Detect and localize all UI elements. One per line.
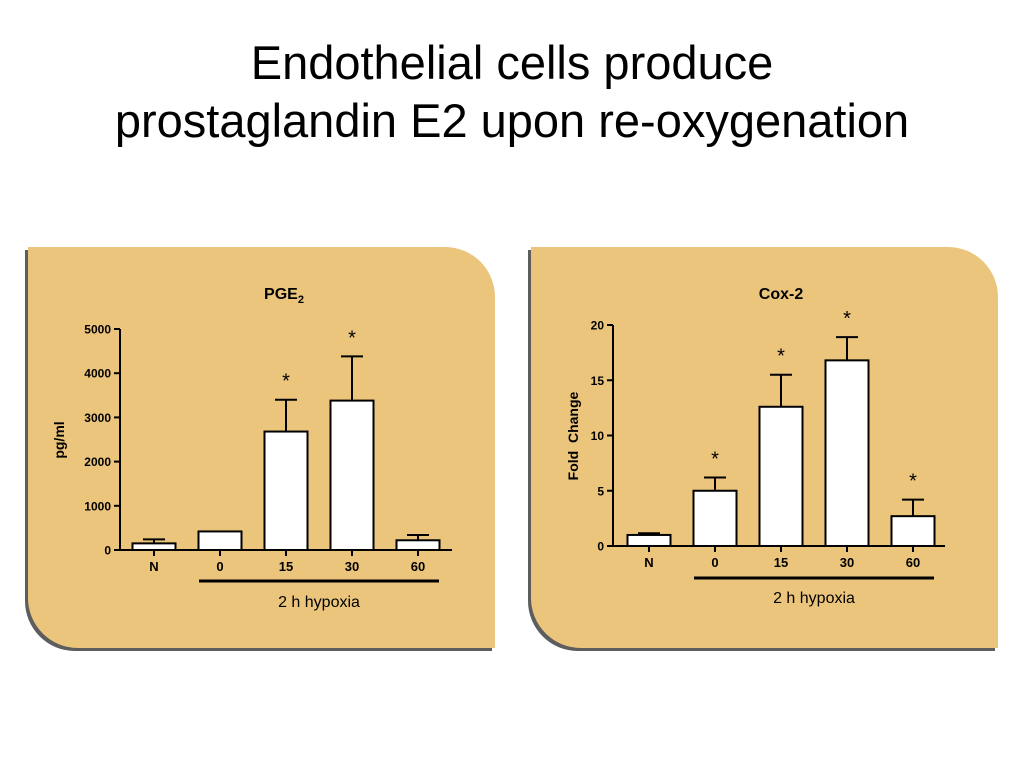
chart-title: PGE2 [264,286,304,306]
x-tick-label: 60 [411,559,425,574]
group-label: 2 h hypoxia [278,594,360,611]
bar [395,539,441,552]
chart-title: Cox-2 [759,286,804,303]
significance-star: * [711,448,719,470]
group-label: 2 h hypoxia [773,590,855,607]
bar [626,533,672,548]
x-tick-label: 15 [774,555,788,570]
bar [890,515,936,548]
x-tick-label: 15 [279,559,293,574]
y-tick-label: 4000 [84,367,111,381]
bar [692,489,738,547]
y-tick-label: 15 [591,374,605,388]
pge2-chart-panel: PGE2 0 1000 2000 3000 4000 5000 pg/ml N 0 15 * 30 * 60… [28,247,495,648]
significance-star: * [777,346,785,368]
pge2-bar-chart: PGE2 0 1000 2000 3000 4000 5000 pg/ml N 0 15 * 30 * 60… [51,286,452,611]
x-tick-label: N [149,559,158,574]
x-tick-label: 0 [711,555,718,570]
significance-star: * [348,327,356,349]
bar [197,530,243,552]
x-tick-label: N [644,555,653,570]
slide-title: Endothelial cells produce prostaglandin … [0,34,1024,150]
y-tick-label: 20 [591,319,605,333]
y-tick-label: 5 [597,484,604,498]
y-tick-label: 5000 [84,323,111,337]
y-axis-label: Fold Change [565,391,581,480]
significance-star: * [282,371,290,393]
slide-title-line-2: prostaglandin E2 upon re-oxygenation [114,94,910,147]
y-tick-label: 1000 [84,499,111,513]
bar [758,405,804,547]
bar [329,399,375,551]
x-tick-label: 30 [840,555,854,570]
bar [131,542,177,551]
cox2-chart-panel: Cox-2 0 5 10 15 20 Fold Change N 0 * 15 * 30 * 60 * 2 h … [531,247,998,648]
y-tick-label: 2000 [84,455,111,469]
y-tick-label: 10 [591,429,605,443]
significance-star: * [843,308,851,330]
significance-star: * [909,471,917,493]
cox2-bar-chart: Cox-2 0 5 10 15 20 Fold Change N 0 * 15 * 30 * 60 * 2 h … [565,286,945,607]
y-tick-label: 0 [597,540,604,554]
x-tick-label: 0 [216,559,223,574]
x-tick-label: 30 [345,559,359,574]
bar [263,430,309,552]
slide-title-line-1: Endothelial cells produce [250,36,774,89]
chart-title-subscript: 2 [298,294,304,306]
x-tick-label: 60 [906,555,920,570]
y-tick-label: 3000 [84,411,111,425]
bar [824,359,870,547]
y-tick-label: 0 [104,544,111,558]
y-axis-label: pg/ml [51,421,67,458]
